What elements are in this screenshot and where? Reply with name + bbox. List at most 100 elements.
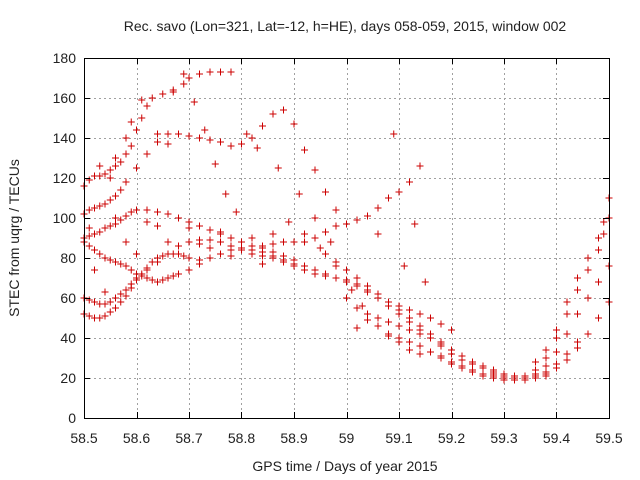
data-point [238, 140, 245, 148]
data-point [563, 350, 571, 358]
data-point [112, 154, 119, 162]
data-point [96, 162, 104, 170]
data-point [148, 276, 156, 284]
data-point [154, 222, 161, 230]
data-point [332, 274, 340, 282]
data-point [201, 126, 209, 134]
data-point [574, 338, 581, 346]
data-point [122, 134, 130, 142]
data-point [106, 308, 114, 316]
y-tick-label: 40 [60, 330, 76, 346]
data-point [122, 178, 130, 186]
data-point [385, 194, 392, 202]
data-point [532, 366, 539, 374]
data-point [584, 294, 592, 302]
data-point [91, 298, 98, 306]
data-point [222, 190, 230, 198]
series-arc-6 [80, 244, 298, 322]
data-point [595, 234, 602, 242]
data-point [96, 202, 104, 210]
data-point [154, 208, 161, 216]
data-point [500, 372, 508, 380]
data-point [154, 138, 161, 146]
y-tick-labels: 0 20 40 60 80 100 120 140 160 180 [53, 50, 77, 426]
series-scatter-b [85, 214, 424, 358]
data-point [164, 274, 172, 282]
x-tick-label: 59.1 [385, 430, 412, 446]
data-point [180, 252, 188, 260]
data-point [248, 134, 256, 142]
data-point [395, 338, 403, 346]
data-point [190, 98, 198, 106]
data-point [101, 300, 109, 308]
data-point [185, 254, 193, 262]
data-point [106, 298, 114, 306]
data-point [175, 270, 182, 278]
data-point [138, 270, 146, 278]
data-point [574, 274, 581, 282]
data-point [406, 346, 413, 354]
data-point [185, 266, 193, 274]
data-point [437, 340, 445, 348]
data-point [364, 316, 371, 324]
data-point [117, 158, 125, 166]
data-point [322, 272, 329, 280]
data-point [574, 310, 581, 318]
data-point [553, 334, 560, 342]
data-point [85, 296, 93, 304]
data-point [416, 342, 424, 350]
data-point [406, 306, 413, 314]
data-point [196, 240, 203, 248]
axis-ticks [84, 58, 610, 419]
data-point [490, 370, 497, 378]
data-point [175, 214, 182, 222]
data-point [101, 170, 109, 178]
data-point [311, 270, 319, 278]
data-point [343, 294, 350, 302]
data-point [280, 238, 287, 246]
data-point [164, 140, 172, 148]
data-point [211, 160, 219, 168]
series-arc-1 [80, 68, 235, 190]
data-point [143, 206, 151, 214]
data-point [542, 370, 550, 378]
data-point [143, 150, 151, 158]
data-point [437, 354, 445, 362]
data-point [374, 322, 382, 330]
data-point [290, 120, 298, 128]
data-point [206, 68, 214, 76]
data-point [206, 136, 214, 144]
data-point [301, 238, 308, 246]
data-point [479, 364, 487, 372]
data-point [332, 222, 340, 230]
data-point [311, 166, 319, 174]
data-point [101, 200, 109, 208]
series-scatter-a [96, 70, 429, 310]
data-point [185, 74, 193, 82]
data-point [96, 228, 104, 236]
data-point [385, 330, 392, 338]
data-point [175, 250, 182, 258]
data-point [553, 364, 560, 372]
data-point [353, 216, 361, 224]
data-point [269, 230, 277, 238]
data-point [411, 220, 419, 228]
data-point [248, 246, 256, 254]
data-point [227, 68, 235, 76]
data-point [91, 266, 98, 274]
y-tick-label: 140 [53, 130, 77, 146]
data-point [290, 238, 298, 246]
data-point [469, 368, 476, 376]
data-point [584, 266, 592, 274]
data-point [584, 330, 592, 338]
data-point [133, 250, 140, 258]
data-point [148, 94, 156, 102]
y-tick-label: 120 [53, 170, 77, 186]
data-point [243, 130, 251, 138]
data-point [553, 326, 560, 334]
data-point [374, 204, 382, 212]
data-point [406, 314, 413, 322]
data-point [395, 188, 403, 196]
data-point [180, 80, 188, 88]
